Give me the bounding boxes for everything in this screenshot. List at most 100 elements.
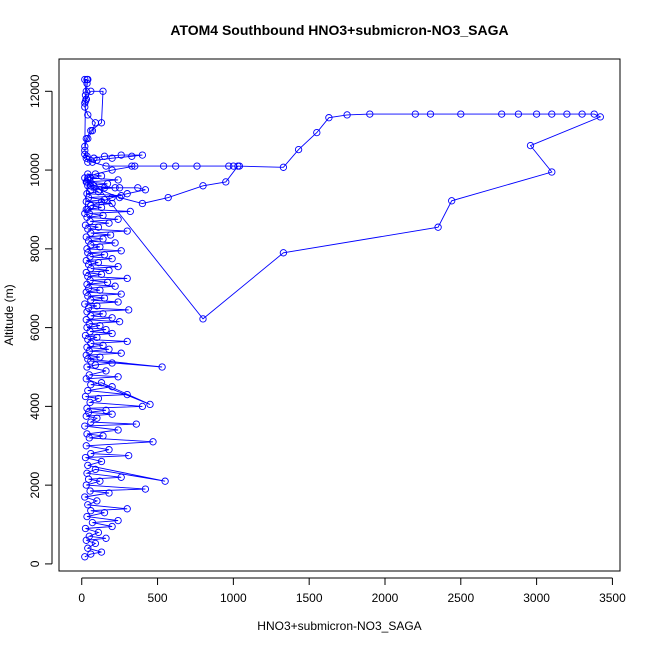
data-point: [93, 497, 101, 505]
data-point: [97, 270, 106, 279]
data-point: [88, 158, 97, 166]
data-point: [172, 162, 180, 170]
data-point: [82, 268, 90, 277]
data-point: [94, 223, 103, 231]
data-point: [83, 512, 91, 521]
data-point: [81, 553, 89, 561]
series-layer: [81, 75, 604, 561]
data-point: [82, 412, 90, 420]
data-point: [93, 333, 101, 342]
data-point: [108, 314, 116, 322]
data-point: [87, 381, 95, 389]
data-point: [97, 203, 106, 212]
data-point: [102, 534, 110, 542]
data-point: [84, 176, 92, 184]
chart-title: ATOM4 Southbound HNO3+submicron-NO3_SAGA: [170, 22, 508, 38]
data-point: [84, 260, 93, 269]
data-point: [108, 329, 116, 338]
data-point: [99, 341, 107, 349]
data-point: [117, 247, 125, 255]
data-point: [159, 162, 168, 170]
data-point: [115, 184, 124, 192]
data-point: [87, 87, 95, 95]
data-point: [235, 162, 244, 170]
data-point: [86, 253, 94, 261]
data-point: [111, 184, 119, 192]
data-point: [82, 316, 90, 324]
data-point: [85, 434, 93, 442]
y-tick-label: 12000: [28, 74, 42, 108]
data-point: [138, 402, 147, 411]
data-point: [86, 276, 94, 284]
data-point: [87, 201, 95, 210]
data-point: [94, 394, 103, 403]
data-point: [164, 193, 172, 202]
data-point: [84, 272, 92, 281]
data-point: [105, 345, 113, 353]
data-point: [99, 87, 107, 95]
plot-frame: [58, 58, 621, 572]
data-point: [87, 182, 95, 190]
data-point: [222, 178, 230, 186]
data-point: [105, 446, 113, 454]
data-point: [100, 251, 109, 259]
y-tick-label: 10000: [28, 153, 42, 187]
data-point: [87, 418, 95, 426]
data-point: [83, 213, 91, 221]
data-point: [149, 438, 157, 446]
data-point: [108, 255, 116, 263]
data-point: [578, 110, 586, 118]
data-point: [84, 461, 92, 470]
data-point: [91, 170, 100, 178]
data-point: [514, 110, 523, 118]
data-point: [123, 505, 131, 513]
x-tick-label: 3000: [523, 591, 550, 605]
data-point: [102, 406, 110, 414]
data-point: [131, 162, 139, 170]
data-point: [123, 274, 131, 283]
data-point: [146, 400, 154, 409]
x-tick-label: 500: [148, 591, 168, 605]
data-point: [84, 335, 92, 344]
data-point: [141, 485, 150, 493]
data-point: [563, 110, 571, 118]
data-point: [84, 158, 92, 166]
data-point: [87, 264, 95, 273]
data-point: [102, 325, 110, 334]
data-point: [96, 186, 104, 194]
data-point: [96, 286, 104, 294]
y-tick-label: 6000: [28, 314, 42, 341]
data-point: [84, 249, 92, 257]
data-point: [83, 430, 91, 438]
data-point: [93, 156, 101, 164]
data-point: [84, 304, 93, 312]
data-point: [83, 245, 91, 253]
y-tick-label: 0: [28, 560, 42, 567]
x-tick-label: 0: [78, 591, 85, 605]
data-point: [85, 347, 93, 355]
x-tick-label: 3500: [599, 591, 626, 605]
data-point: [411, 110, 419, 118]
data-point: [132, 420, 140, 428]
data-point: [82, 288, 90, 296]
data-point: [138, 151, 147, 159]
data-point: [100, 152, 109, 160]
data-point: [83, 79, 91, 88]
data-point: [117, 349, 125, 357]
data-point: [199, 315, 207, 323]
data-point: [86, 487, 94, 495]
x-axis: 0 500 1000 1500 2000 2500 3000 3500: [78, 577, 626, 605]
data-point: [108, 383, 116, 391]
data-point: [84, 292, 92, 300]
data-point: [84, 134, 92, 143]
data-point: [82, 87, 90, 95]
data-point: [548, 110, 556, 118]
data-point: [84, 501, 92, 509]
data-point: [83, 308, 91, 316]
data-point: [115, 193, 124, 202]
data-point: [117, 290, 125, 298]
data-point: [114, 215, 122, 223]
data-point: [81, 146, 89, 155]
data-point: [128, 162, 136, 170]
